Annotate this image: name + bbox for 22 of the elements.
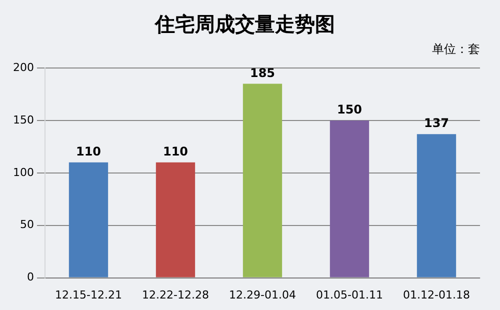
data-label: 110	[162, 144, 188, 159]
bar	[330, 120, 370, 278]
chart-title: 住宅周成交量走势图	[154, 12, 335, 36]
y-tick-label: 50	[20, 218, 34, 232]
y-tick-label: 150	[12, 113, 34, 126]
bar	[156, 162, 196, 278]
data-label: 137	[424, 116, 450, 130]
x-tick-label: 01.05-01.11	[316, 288, 383, 302]
x-tick-label: 12.15-12.21	[55, 288, 122, 302]
y-tick-label: 0	[26, 270, 34, 284]
bar	[242, 84, 282, 278]
x-tick-label: 01.12-01.18	[403, 288, 470, 302]
x-tick-label: 12.22-12.28	[142, 288, 209, 302]
data-label: 150	[336, 102, 362, 117]
data-label: 110	[76, 144, 102, 159]
y-tick-label: 100	[12, 166, 34, 179]
bar	[68, 162, 108, 278]
y-tick-label: 200	[12, 60, 34, 74]
x-tick-label: 12.29-01.04	[229, 288, 296, 302]
bar	[416, 134, 456, 278]
text: 单位：套	[432, 42, 480, 56]
data-label: 185	[250, 66, 276, 80]
